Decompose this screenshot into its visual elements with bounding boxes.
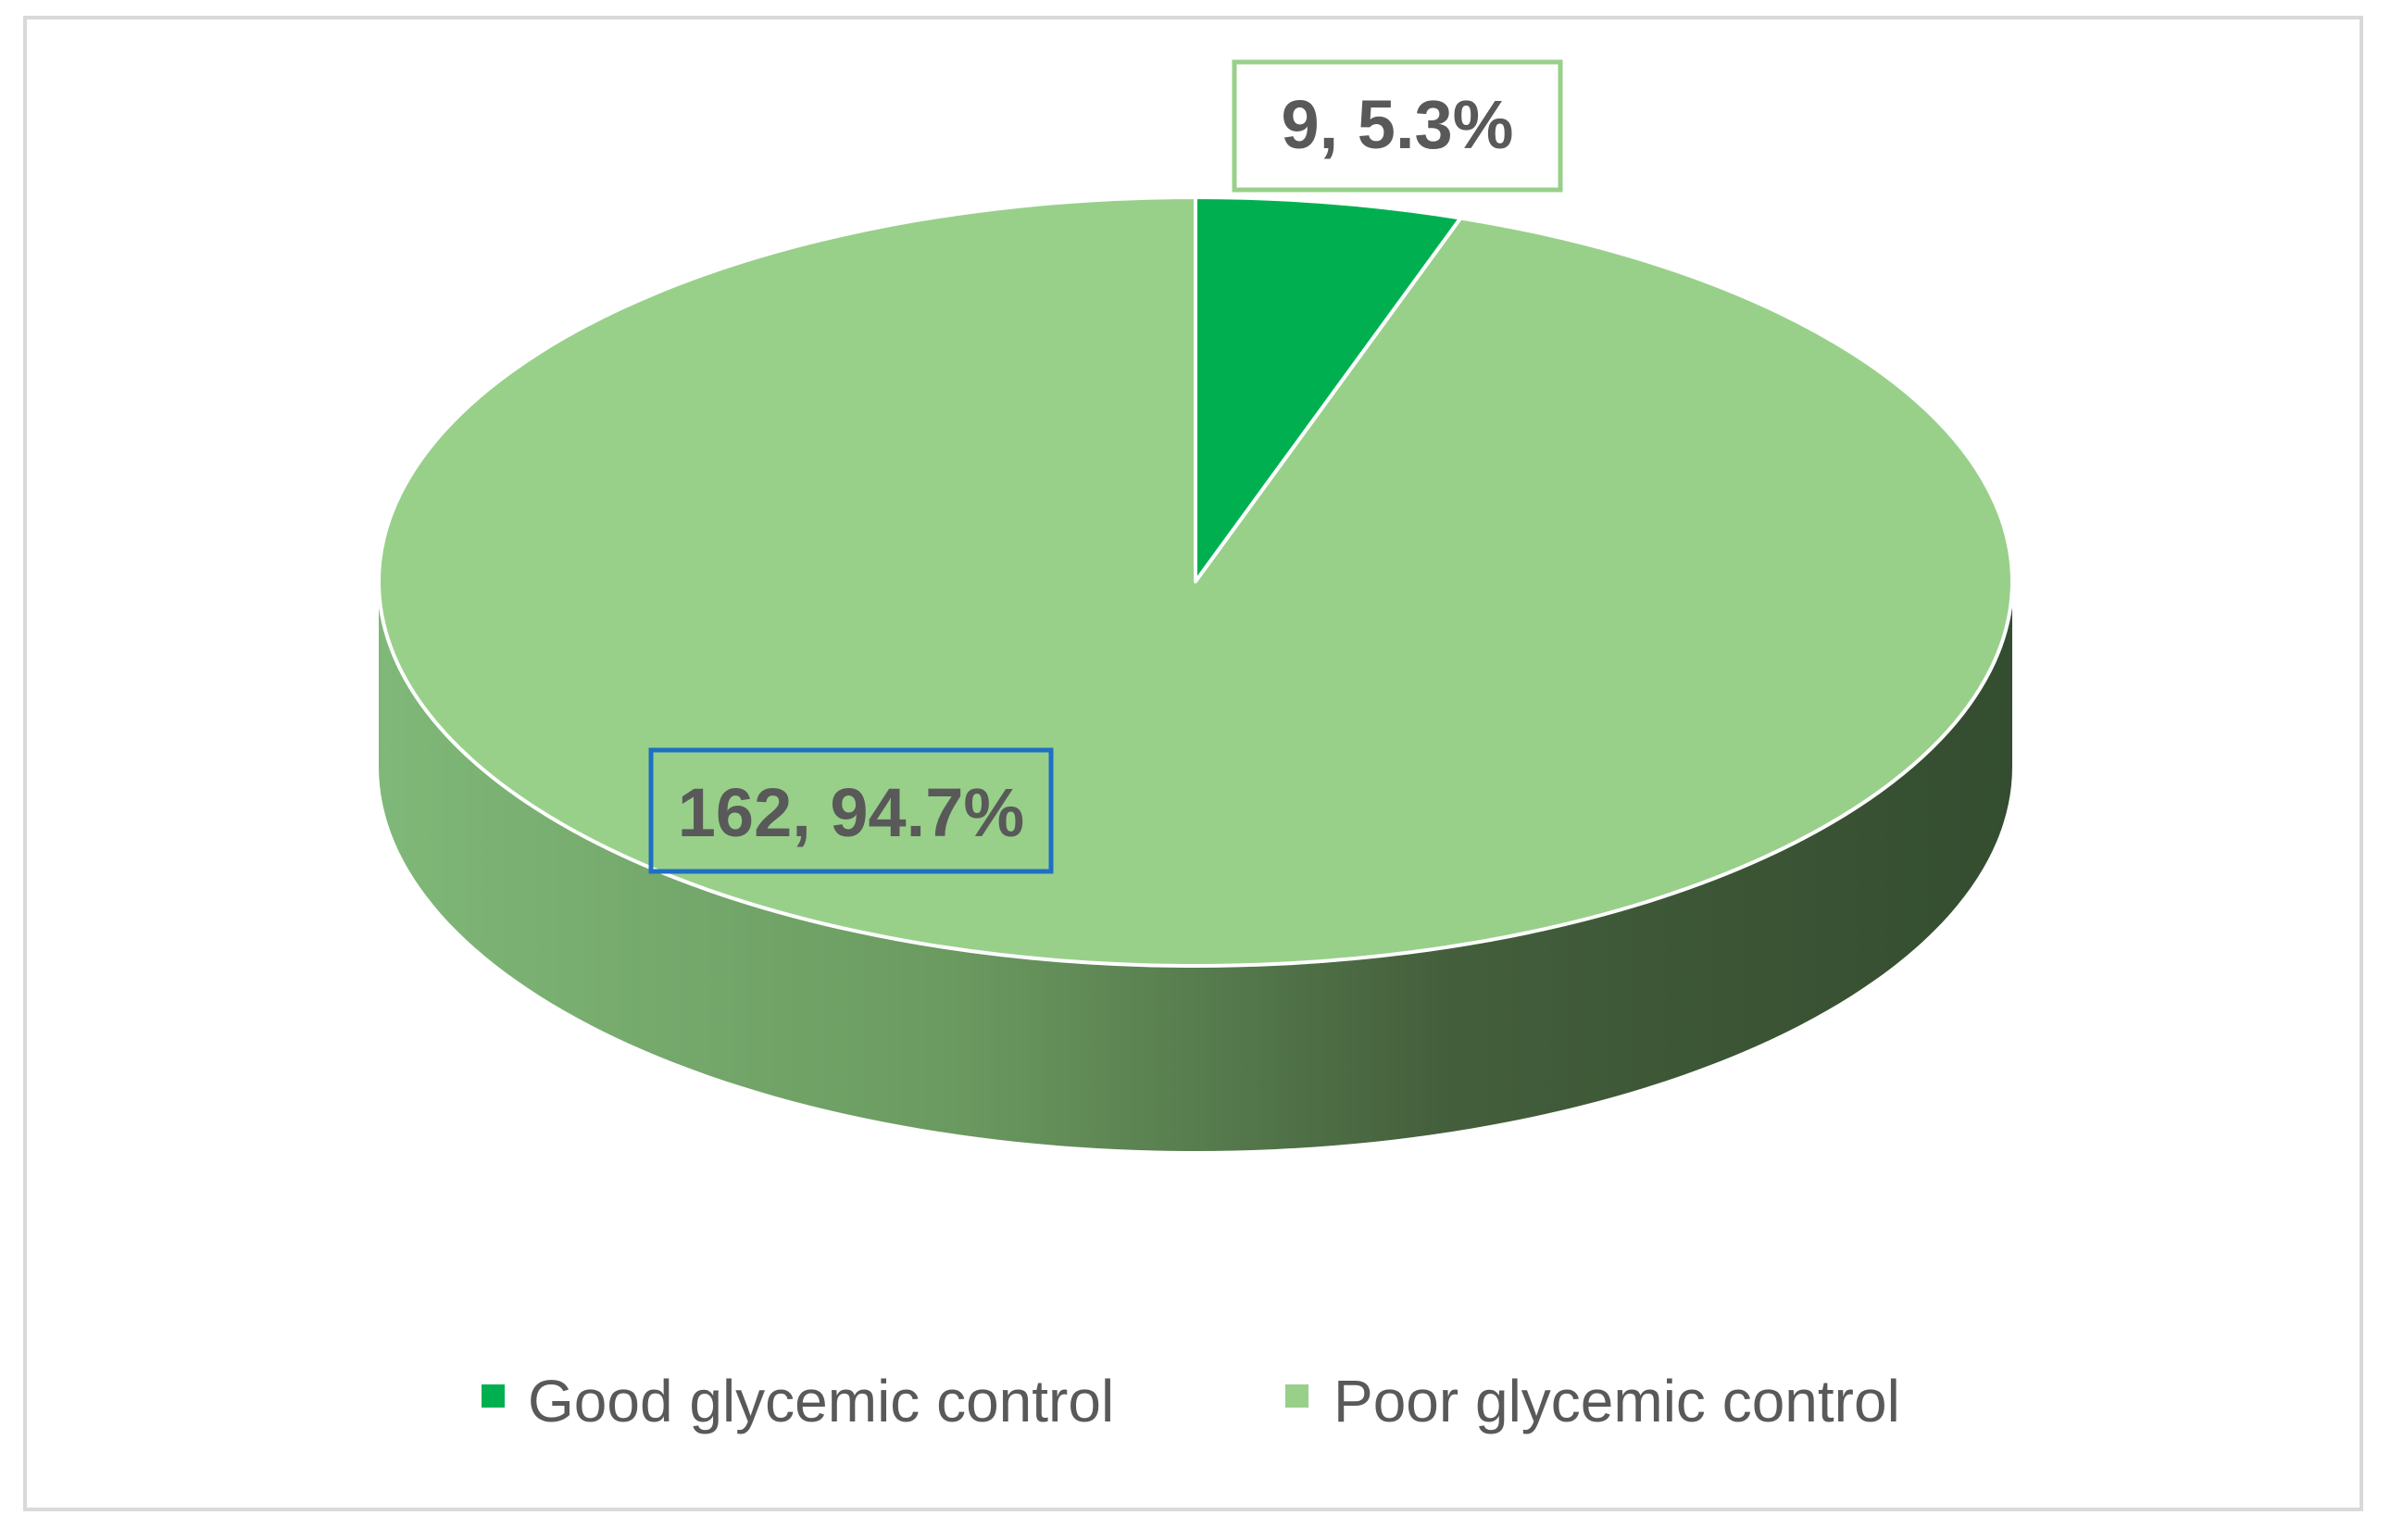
data-labels: 9, 5.3% 162, 94.7% (648, 59, 1563, 874)
legend-item-good-glycemic-control: Good glycemic control (482, 1368, 1114, 1434)
data-label-poor-glycemic-control: 162, 94.7% (648, 747, 1054, 874)
pie-side-wall (379, 582, 2012, 1151)
pie-side-layer (379, 582, 2012, 1151)
legend-label: Poor glycemic control (1333, 1368, 1900, 1434)
legend-label: Good glycemic control (528, 1368, 1114, 1434)
data-label-box (648, 747, 1054, 874)
legend-marker (482, 1384, 505, 1408)
pie-top-layer (377, 195, 2014, 968)
pie-slice-poor-glycemic-control (377, 195, 2014, 968)
data-label-box (1232, 59, 1563, 193)
legend: Good glycemic control Poor glycemic contr… (482, 1368, 1900, 1434)
pie-slice-good-glycemic-control (1194, 195, 1463, 583)
data-label-good-glycemic-control: 9, 5.3% (1232, 59, 1563, 193)
data-label-text: 9, 5.3% (1282, 86, 1514, 163)
legend-marker (1285, 1384, 1308, 1408)
data-label-text: 162, 94.7% (678, 774, 1024, 851)
legend-item-poor-glycemic-control: Poor glycemic control (1285, 1368, 1900, 1434)
